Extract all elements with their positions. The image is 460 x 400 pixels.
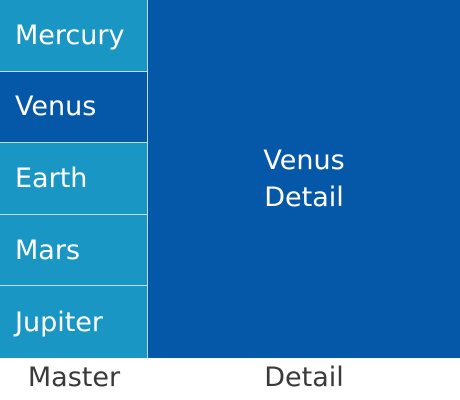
master-item-label: Mercury [15, 19, 125, 51]
master-item-mercury[interactable]: Mercury [0, 0, 148, 72]
master-item-label: Mars [15, 234, 81, 266]
master-item-label: Jupiter [15, 306, 104, 338]
detail-title: Venus [263, 145, 345, 176]
master-item-mars[interactable]: Mars [0, 214, 148, 287]
master-item-label: Venus [15, 91, 97, 123]
master-caption: Master [27, 362, 121, 393]
master-item-jupiter[interactable]: Jupiter [0, 286, 148, 358]
detail-subtitle: Detail [264, 182, 344, 213]
detail-caption: Detail [264, 362, 344, 393]
master-item-venus[interactable]: Venus [0, 71, 148, 144]
master-item-earth[interactable]: Earth [0, 143, 148, 215]
master-list: Mercury Venus Earth Mars Jupiter [0, 0, 148, 358]
detail-pane: Venus Detail [148, 0, 460, 358]
master-item-label: Earth [15, 162, 88, 194]
